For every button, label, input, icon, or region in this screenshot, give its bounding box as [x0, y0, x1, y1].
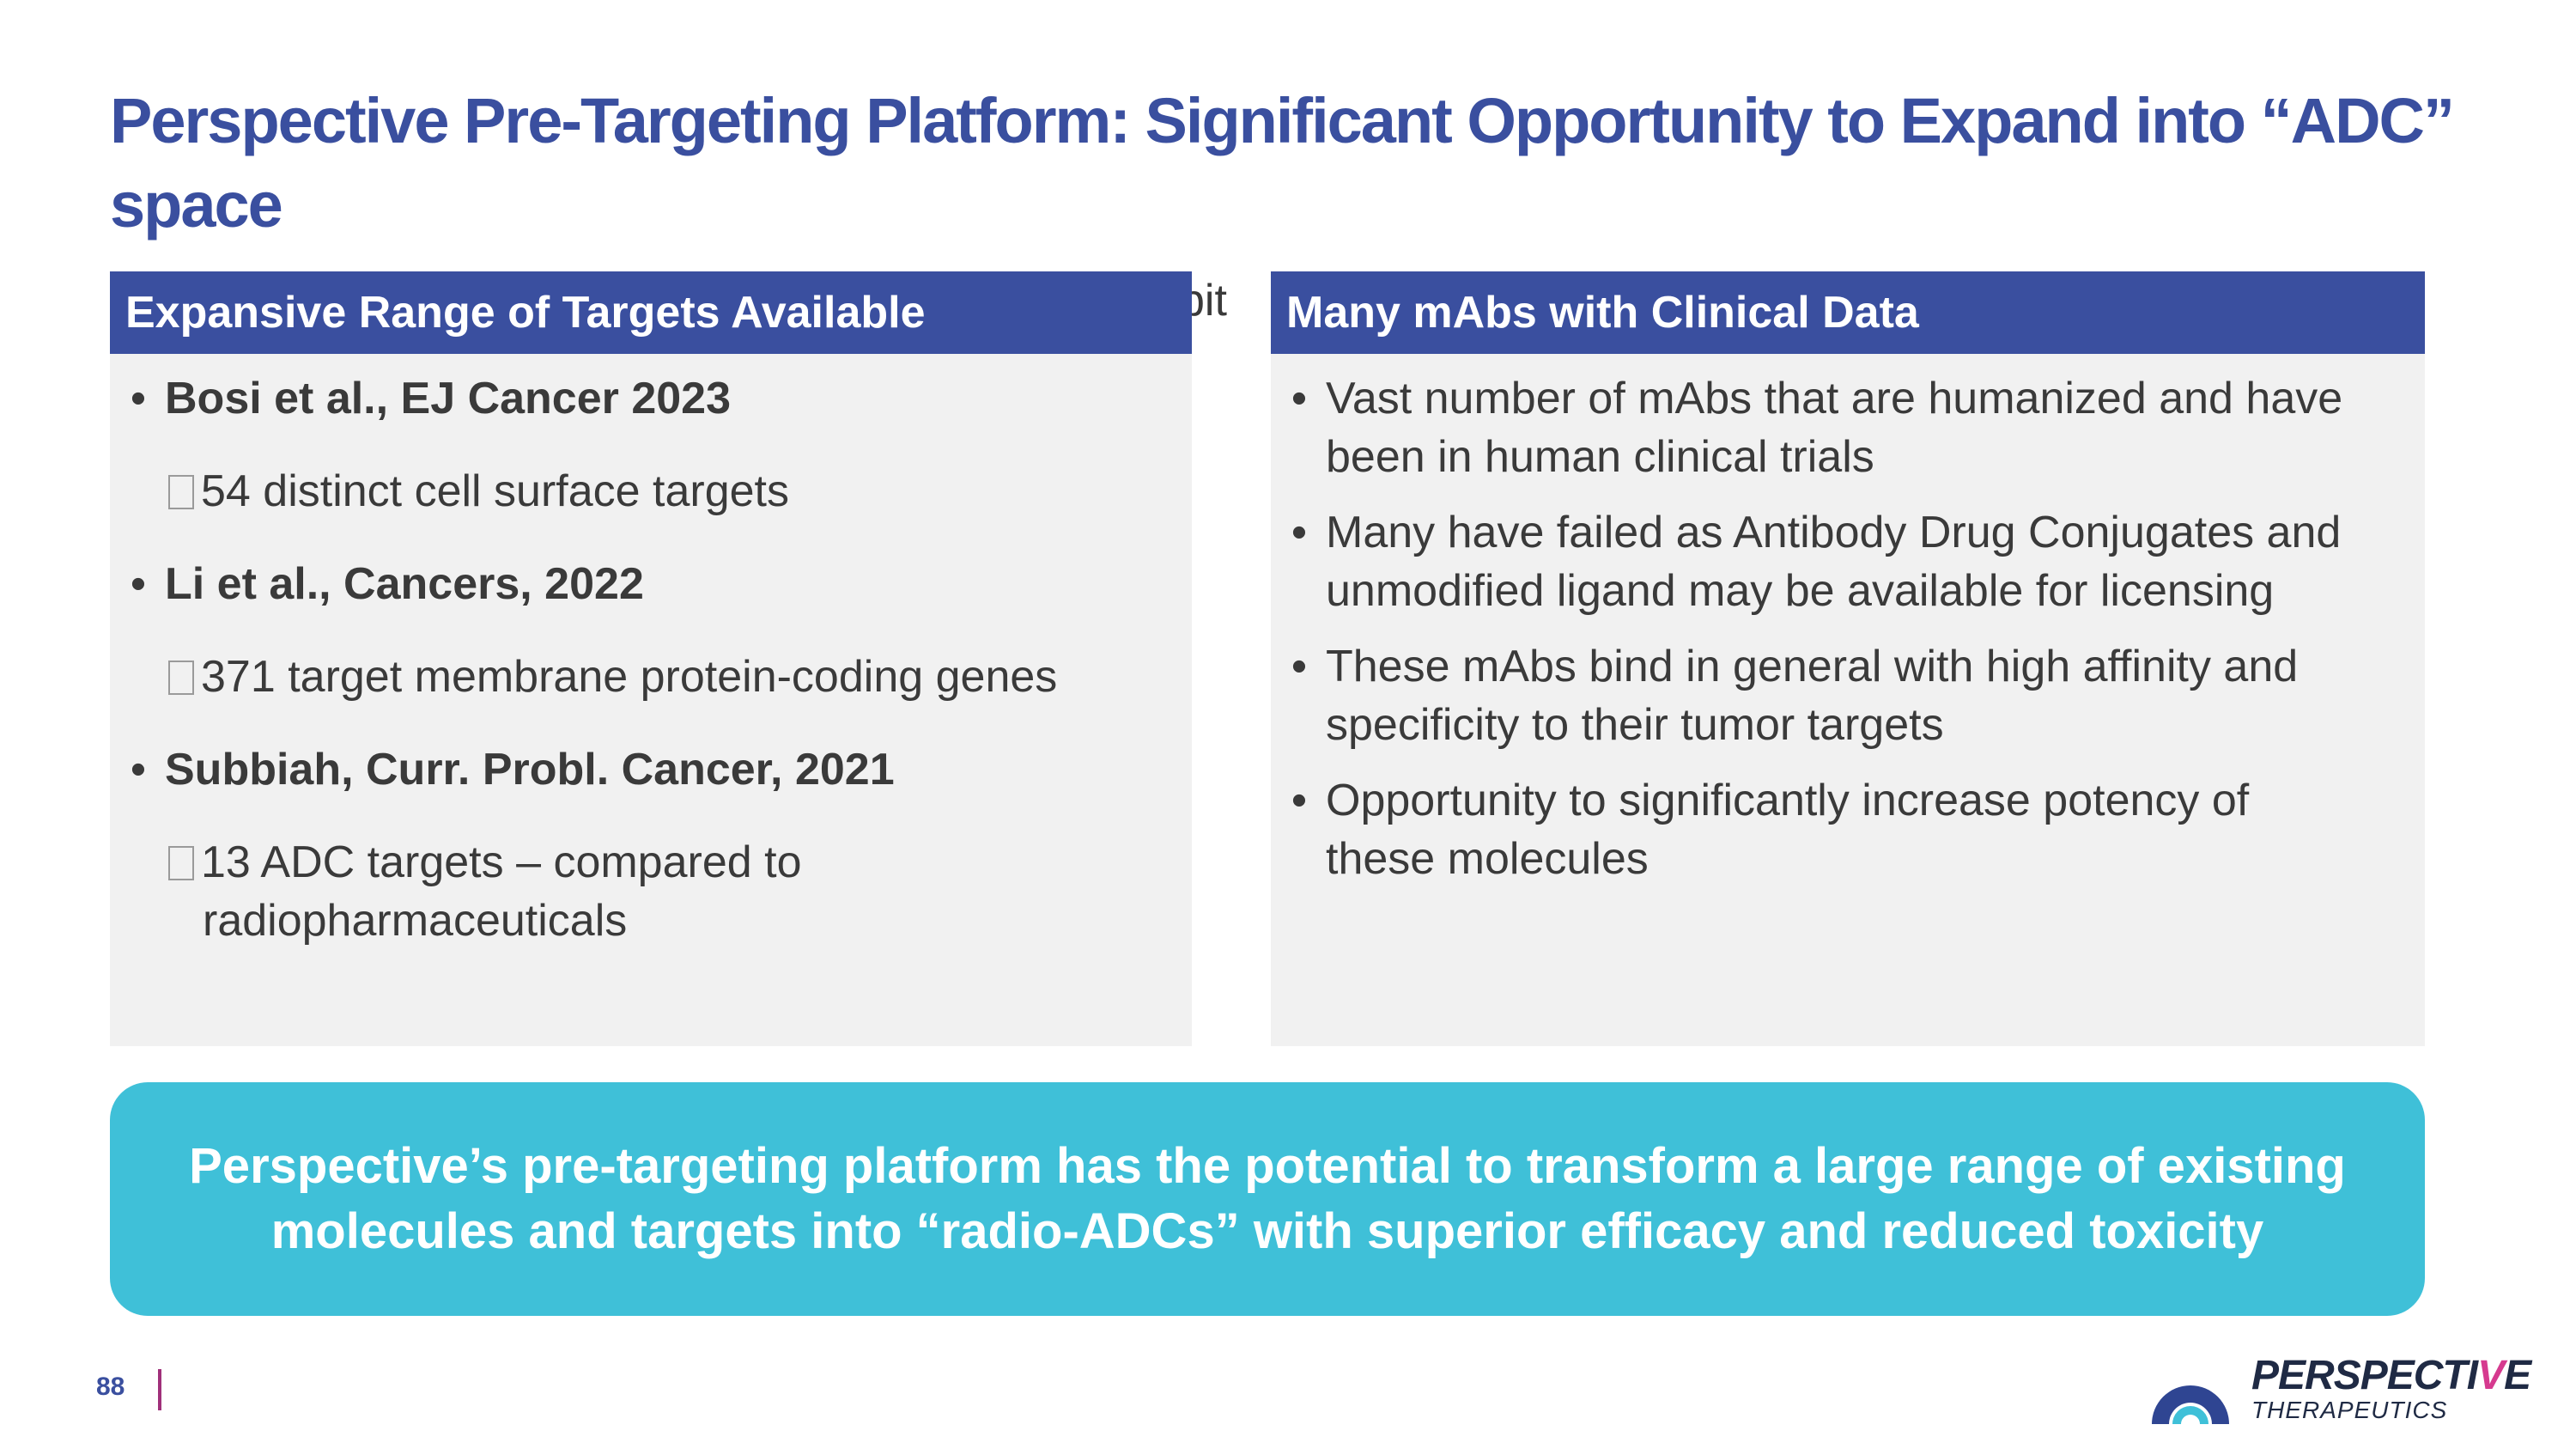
- left-panel-header: Expansive Range of Targets Available: [110, 271, 1192, 354]
- bullet-icon: •: [130, 745, 147, 795]
- citation-text: Bosi et al., EJ Cancer 2023: [165, 374, 732, 423]
- bullet-icon: •: [130, 374, 147, 423]
- bullet-text-line1: Opportunity to significantly increase po…: [1326, 776, 2250, 825]
- page-number: 88: [96, 1373, 125, 1401]
- bullet-text-line1: Vast number of mAbs that are humanized a…: [1326, 374, 2343, 423]
- detail-text: 13 ADC targets – compared to: [201, 837, 802, 887]
- logo-word-end: E: [2504, 1353, 2531, 1398]
- logo-wordmark: PERSPECTIVE: [2251, 1352, 2531, 1399]
- perspective-logo-icon: [2152, 1385, 2229, 1424]
- left-panel: Expansive Range of Targets Available • B…: [110, 271, 1192, 1046]
- bullet-text-line2: these molecules: [1326, 834, 1649, 884]
- slide-title: Perspective Pre-Targeting Platform: Sign…: [110, 85, 2455, 240]
- detail-text: radiopharmaceuticals: [203, 896, 628, 946]
- sub-bullet-box-icon: [168, 475, 194, 509]
- sub-bullet-box-icon: [168, 846, 194, 880]
- callout-text: Perspective’s pre-targeting platform has…: [189, 1134, 2346, 1264]
- right-panel: Many mAbs with Clinical Data • Vast numb…: [1271, 271, 2425, 1046]
- logo-subtitle: THERAPEUTICS: [2251, 1397, 2448, 1423]
- bullet-text-line2: unmodified ligand may be available for l…: [1326, 566, 2275, 616]
- sub-bullet-box-icon: [168, 661, 194, 695]
- logo-word-main: PERSPECTI: [2251, 1353, 2478, 1398]
- bullet-icon: •: [1291, 776, 1308, 825]
- bullet-text-line1: Many have failed as Antibody Drug Conjug…: [1326, 508, 2342, 557]
- bullet-icon: •: [130, 559, 147, 609]
- bullet-text-line2: specificity to their tumor targets: [1326, 700, 1944, 750]
- callout-line1: Perspective’s pre-targeting platform has…: [189, 1138, 2346, 1194]
- logo-word-accent: V: [2477, 1353, 2505, 1398]
- detail-text: 54 distinct cell surface targets: [201, 466, 789, 516]
- page-divider: [158, 1369, 161, 1410]
- callout-banner: Perspective’s pre-targeting platform has…: [110, 1082, 2425, 1316]
- bullet-icon: •: [1291, 374, 1308, 423]
- citation-text: Li et al., Cancers, 2022: [165, 559, 644, 609]
- right-panel-header: Many mAbs with Clinical Data: [1271, 271, 2425, 354]
- citation-text: Subbiah, Curr. Probl. Cancer, 2021: [165, 745, 895, 795]
- callout-line2: molecules and targets into “radio-ADCs” …: [270, 1203, 2264, 1259]
- bullet-icon: •: [1291, 508, 1308, 557]
- bullet-text-line1: These mAbs bind in general with high aff…: [1326, 642, 2299, 691]
- bullet-icon: •: [1291, 642, 1308, 691]
- detail-text: 371 target membrane protein-coding genes: [201, 652, 1058, 702]
- bullet-text-line2: been in human clinical trials: [1326, 432, 1874, 482]
